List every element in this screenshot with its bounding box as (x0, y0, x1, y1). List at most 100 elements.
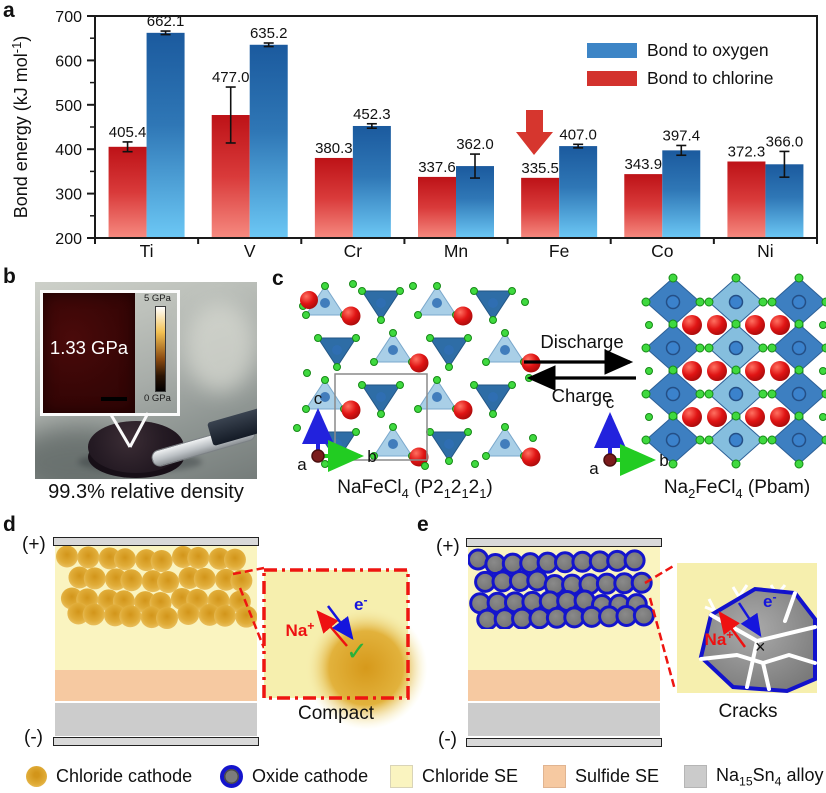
svg-text:Co: Co (651, 241, 673, 261)
bond-energy-chart: 200 300 400 500 600 700 Ti V Cr Mn Fe Co Ni 405.4 477.… (9, 9, 818, 261)
bar-value-label: 366.0 (766, 133, 804, 150)
legend-item-chloride-cathode: Chloride cathode (26, 760, 192, 793)
svg-text:Ti: Ti (140, 241, 154, 261)
crack-line (745, 639, 759, 689)
axis-a-label: a (297, 455, 307, 474)
hardness-value: 1.33 GPa (49, 337, 129, 358)
axis-gizmo-right: c b a (589, 393, 668, 478)
down-arrow-icon (516, 110, 553, 155)
bar-value-label: 662.1 (147, 13, 185, 30)
legend-swatch-oxygen (587, 43, 637, 58)
bar-Ni-chlorine (727, 161, 766, 238)
bar-value-label: 337.6 (418, 159, 456, 176)
left-formula: NaFeCl4 (P212121) (337, 477, 493, 501)
unit-cell-box (334, 373, 428, 461)
bottom-electrode-d (53, 737, 259, 746)
legend-item-chloride-se: Chloride SE (390, 760, 518, 793)
panel-e-label: e (417, 513, 429, 536)
chloride-cathode-particles (56, 546, 257, 630)
hardness-map (43, 293, 135, 413)
axis-b-label: b (659, 451, 668, 470)
bar-value-label: 407.0 (559, 126, 597, 143)
top-electrode-d (53, 537, 259, 546)
pellet-photo (35, 282, 257, 479)
legend-item-sulfide-se: Sulfide SE (543, 760, 659, 793)
electron-label: e- (763, 590, 777, 611)
discharge-label: Discharge (540, 331, 623, 352)
cracks-inset: Na+ e- × (677, 563, 817, 694)
panel-c-label: c (272, 267, 284, 290)
bar-V-oxygen (249, 44, 288, 239)
negative-terminal-label-d: (-) (24, 727, 43, 748)
inset-callout (108, 412, 150, 448)
sulfide-se-layer-d (55, 670, 257, 701)
sulfide-se-layer-e (468, 670, 660, 701)
svg-text:600: 600 (55, 53, 82, 70)
legend-item-oxide-cathode: Oxide cathode (220, 760, 368, 793)
cracks-caption: Cracks (718, 701, 778, 722)
legend-label: Oxide cathode (252, 766, 369, 786)
svg-text:Fe: Fe (549, 241, 569, 261)
reaction-arrows: Discharge Charge (524, 331, 636, 406)
svg-text:Cr: Cr (344, 241, 363, 261)
bar-value-label: 380.3 (315, 140, 353, 157)
sulfide-se-swatch-icon (543, 765, 566, 788)
scalebar (101, 397, 127, 401)
top-electrode-e (466, 538, 662, 547)
bar-value-label: 335.5 (521, 160, 559, 177)
panel-d-label: d (3, 513, 16, 536)
crack-line (761, 661, 771, 691)
axis-a-dot (603, 453, 617, 467)
bar-Co-chlorine (624, 174, 663, 238)
svg-text:200: 200 (55, 231, 82, 248)
axis-a-dot (311, 449, 325, 463)
bar-value-label: 452.3 (353, 106, 391, 123)
bar-Cr-chlorine (314, 157, 353, 238)
legend-swatch-chlorine (587, 71, 637, 86)
legend-label: Chloride SE (422, 766, 519, 786)
inset-connector-e (644, 563, 677, 691)
compact-inset: Na+ e- ✓ (262, 568, 448, 750)
scale-min-label: 0 GPa (144, 393, 171, 404)
negative-terminal-label-e: (-) (438, 729, 457, 750)
positive-terminal-label-e: (+) (436, 536, 460, 557)
na2fecl4-structure (641, 273, 826, 469)
bar-value-label: 635.2 (250, 25, 288, 42)
chloride-se-swatch-icon (390, 765, 413, 788)
compact-caption: Compact (297, 703, 375, 724)
alloy-layer-e (468, 703, 660, 736)
bar-value-label: 477.0 (212, 69, 250, 86)
bar-Fe-chlorine (521, 177, 560, 238)
density-caption: 99.3% relative density (48, 481, 244, 503)
legend-label-oxygen: Bond to oxygen (647, 40, 769, 60)
legend-item-alloy: Na15Sn4 alloy (684, 760, 824, 793)
cross-icon: × (755, 637, 766, 657)
electron-arrow-icon (327, 605, 354, 640)
legend-label: Sulfide SE (575, 766, 660, 786)
alloy-layer-d (55, 703, 257, 736)
oxide-cathode-particles (468, 548, 655, 629)
svg-text:Ni: Ni (757, 241, 774, 261)
chloride-cathode-swatch-icon (26, 766, 47, 787)
right-formula: Na2FeCl4 (Pbam) (663, 477, 811, 501)
charge-label: Charge (552, 385, 613, 406)
legend-label: Na15Sn4 alloy (716, 764, 824, 789)
svg-text:Mn: Mn (444, 241, 468, 261)
color-scale (155, 306, 166, 392)
positive-terminal-label-d: (+) (22, 534, 46, 555)
bar-value-label: 405.4 (109, 124, 147, 141)
bar-value-label: 397.4 (663, 127, 701, 144)
axis-c-label: c (314, 389, 323, 408)
y-axis-label: Bond energy (kJ mol-1) (9, 36, 31, 219)
panel-a-label: a (3, 0, 15, 22)
scale-max-label: 5 GPa (144, 293, 171, 304)
axis-a-label: a (589, 459, 599, 478)
bar-value-label: 343.9 (625, 156, 663, 173)
bar-Cr-oxygen (352, 125, 391, 238)
axis-b-label: b (367, 447, 376, 466)
check-icon: ✓ (346, 636, 368, 666)
bar-Mn-chlorine (418, 176, 456, 238)
svg-text:300: 300 (55, 187, 82, 204)
bar-value-label: 372.3 (728, 143, 766, 160)
